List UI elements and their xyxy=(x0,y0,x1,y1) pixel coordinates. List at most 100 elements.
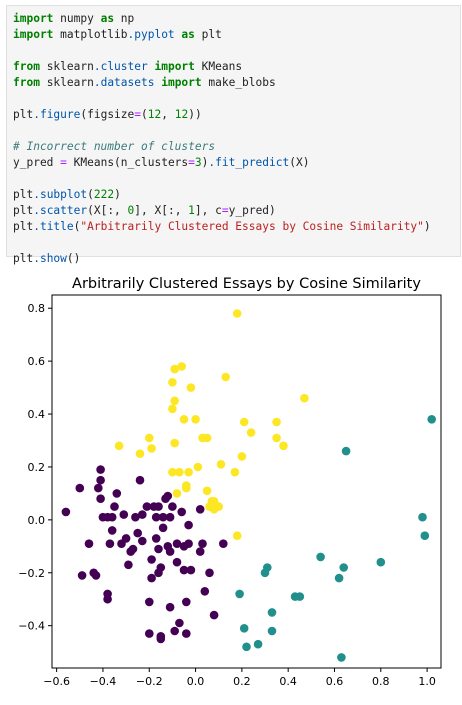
code-token: 12 xyxy=(147,108,162,121)
code-token: plt xyxy=(13,252,34,265)
y-tick-label: 0.8 xyxy=(28,302,46,315)
data-point xyxy=(316,552,325,562)
data-point xyxy=(142,502,152,511)
x-tick-label: 0.4 xyxy=(279,675,297,688)
data-point xyxy=(219,539,228,548)
data-point xyxy=(427,415,437,424)
y-tick-label: −0.4 xyxy=(18,620,45,633)
data-point xyxy=(232,531,242,540)
code-token: np xyxy=(114,12,135,25)
data-point xyxy=(170,626,179,636)
code-line: from sklearn.datasets import make_blobs xyxy=(13,75,454,91)
data-point xyxy=(209,610,219,620)
code-token: 222 xyxy=(93,188,115,201)
data-point xyxy=(175,467,184,477)
code-line xyxy=(13,171,454,187)
code-token: sklearn xyxy=(39,76,94,89)
data-point xyxy=(186,383,196,392)
data-point xyxy=(158,512,168,522)
data-point xyxy=(232,309,242,318)
code-token: 1 xyxy=(188,204,195,217)
data-point xyxy=(75,483,85,493)
data-point xyxy=(376,557,386,567)
data-point xyxy=(147,573,156,583)
code-token: .scatter xyxy=(33,204,88,217)
data-point xyxy=(253,639,263,649)
data-point xyxy=(154,502,163,511)
code-token: = xyxy=(188,156,195,169)
code-token: ], X[:, xyxy=(134,204,189,217)
code-cell[interactable]: import numpy as np import matplotlib.pypl… xyxy=(6,5,461,265)
data-point xyxy=(84,539,94,548)
code-token: 3 xyxy=(194,156,202,169)
data-point xyxy=(77,571,87,580)
code-line: y_pred = KMeans(n_clusters=3).fit_predic… xyxy=(13,155,454,171)
data-point xyxy=(182,597,191,607)
code-token: , xyxy=(161,108,175,121)
data-point xyxy=(195,505,205,514)
data-point xyxy=(418,512,427,522)
data-point xyxy=(170,396,179,406)
code-line xyxy=(13,235,454,251)
data-point xyxy=(205,568,214,578)
data-point xyxy=(121,534,131,543)
code-editor[interactable]: import numpy as np import matplotlib.pypl… xyxy=(7,6,460,272)
data-point xyxy=(339,563,349,572)
data-point xyxy=(214,502,223,511)
data-point xyxy=(202,486,212,496)
code-token: .show xyxy=(33,252,67,265)
code-token: ) xyxy=(114,188,121,201)
data-point xyxy=(279,441,288,451)
code-line: plt.show() xyxy=(13,251,454,267)
data-point xyxy=(172,557,182,567)
data-point xyxy=(163,491,173,501)
chart-title: Arbitrarily Clustered Essays by Cosine S… xyxy=(72,276,421,292)
data-point xyxy=(147,444,156,453)
data-point xyxy=(267,608,277,617)
code-token: as xyxy=(100,12,115,25)
code-token: = xyxy=(60,156,67,169)
code-line: plt.figure(figsize=(12, 12)) xyxy=(13,107,454,123)
data-point xyxy=(272,417,281,427)
data-point xyxy=(145,433,154,443)
data-point xyxy=(177,362,186,371)
data-point xyxy=(170,438,179,448)
x-tick-label: −0.4 xyxy=(90,675,117,688)
code-token: import xyxy=(161,76,202,89)
code-token: plt xyxy=(13,188,34,201)
code-token: () xyxy=(66,252,81,265)
data-point xyxy=(334,573,344,583)
x-tick-label: −0.6 xyxy=(43,675,70,688)
x-tick-label: 0.6 xyxy=(326,675,344,688)
data-point xyxy=(182,629,191,638)
code-line xyxy=(13,91,454,107)
data-point xyxy=(341,446,351,456)
code-token: ( xyxy=(73,220,81,233)
data-point xyxy=(96,494,105,503)
data-point xyxy=(235,589,244,599)
data-point xyxy=(193,462,203,472)
data-point xyxy=(165,547,175,556)
axes-frame xyxy=(51,294,442,669)
data-point xyxy=(168,502,177,511)
data-point xyxy=(175,618,184,628)
code-token: from xyxy=(13,60,40,73)
data-point xyxy=(202,433,212,443)
data-point xyxy=(133,528,142,538)
code-token: (X[:, xyxy=(87,204,128,217)
data-point xyxy=(156,563,166,572)
code-line: # Incorrect number of clusters xyxy=(13,139,454,155)
data-point xyxy=(272,433,281,443)
data-point xyxy=(103,594,112,604)
code-token: ( xyxy=(87,188,94,201)
data-point xyxy=(186,565,196,575)
data-point xyxy=(179,415,189,424)
data-point xyxy=(195,547,205,556)
data-point xyxy=(184,467,193,477)
data-point xyxy=(107,526,117,535)
data-point xyxy=(184,539,193,548)
data-point xyxy=(145,629,154,638)
data-point xyxy=(114,441,124,451)
code-token: .figure xyxy=(33,108,81,121)
code-token: make_blobs xyxy=(201,76,276,89)
